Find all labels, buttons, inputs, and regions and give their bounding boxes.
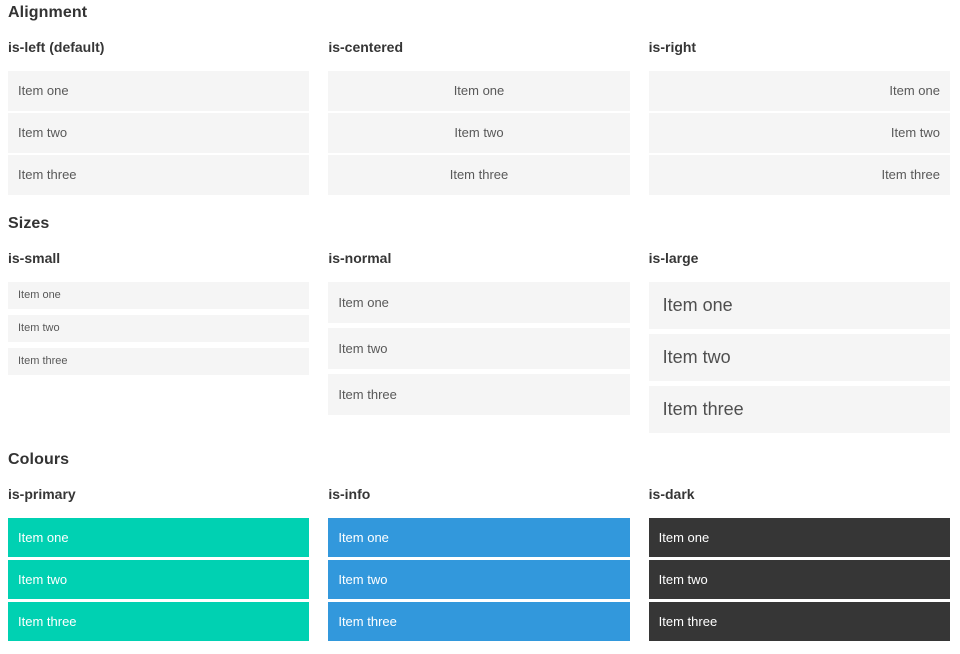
column-heading-is-dark: is-dark [648, 486, 695, 502]
column-is-info: is-info Item one Item two Item three [328, 486, 630, 644]
column-heading-is-primary: is-primary [8, 486, 76, 502]
list-item: Item three [648, 386, 950, 433]
column-is-dark: is-dark Item one Item two Item three [648, 486, 950, 644]
list-item: Item two [328, 560, 630, 599]
column-is-right: is-right Item one Item two Item three [648, 39, 950, 197]
column-heading-is-left: is-left (default) [8, 39, 105, 55]
item-list-primary: Item one Item two Item three [8, 518, 310, 641]
list-item: Item one [8, 518, 310, 557]
section-title-alignment: Alignment [8, 4, 88, 21]
list-item: Item three [8, 602, 310, 641]
list-item: Item two [648, 113, 950, 153]
sizes-columns: is-small Item one Item two Item three is… [8, 251, 950, 438]
list-item: Item two [8, 560, 310, 599]
list-item: Item two [648, 560, 950, 599]
list-item: Item three [8, 348, 310, 375]
section-title-colours: Colours [8, 451, 70, 468]
item-list-right: Item one Item two Item three [648, 71, 950, 195]
list-item: Item two [648, 334, 950, 381]
list-item: Item three [648, 602, 950, 641]
section-colours: Colours is-primary Item one Item two Ite… [8, 452, 950, 644]
list-item: Item two [328, 113, 630, 153]
column-is-left: is-left (default) Item one Item two Item… [8, 39, 310, 197]
column-is-large: is-large Item one Item two Item three [648, 250, 950, 438]
column-heading-is-large: is-large [648, 250, 699, 266]
list-item: Item one [648, 282, 950, 329]
item-list-small: Item one Item two Item three [8, 282, 310, 375]
column-heading-is-centered: is-centered [328, 39, 404, 55]
list-item: Item one [328, 282, 630, 323]
column-heading-is-info: is-info [328, 486, 371, 502]
item-list-left: Item one Item two Item three [8, 71, 310, 195]
column-heading-is-right: is-right [648, 39, 697, 55]
item-list-centered: Item one Item two Item three [328, 71, 630, 195]
column-is-centered: is-centered Item one Item two Item three [328, 39, 630, 197]
list-item: Item one [648, 518, 950, 557]
list-item: Item one [328, 71, 630, 111]
column-heading-is-small: is-small [8, 250, 61, 266]
column-is-normal: is-normal Item one Item two Item three [328, 250, 630, 438]
list-item: Item one [8, 71, 310, 111]
list-item: Item one [328, 518, 630, 557]
list-item: Item three [328, 374, 630, 415]
list-item: Item two [328, 328, 630, 369]
list-item: Item three [8, 155, 310, 195]
list-item: Item two [8, 315, 310, 342]
list-item: Item two [8, 113, 310, 153]
list-item: Item one [8, 282, 310, 309]
section-title-sizes: Sizes [8, 215, 50, 232]
column-heading-is-normal: is-normal [328, 250, 392, 266]
column-is-small: is-small Item one Item two Item three [8, 250, 310, 438]
alignment-columns: is-left (default) Item one Item two Item… [8, 40, 950, 197]
list-item: Item three [328, 602, 630, 641]
list-item: Item three [328, 155, 630, 195]
item-list-normal: Item one Item two Item three [328, 282, 630, 415]
list-item: Item one [648, 71, 950, 111]
item-list-info: Item one Item two Item three [328, 518, 630, 641]
colours-columns: is-primary Item one Item two Item three … [8, 487, 950, 644]
list-item: Item three [648, 155, 950, 195]
item-list-dark: Item one Item two Item three [648, 518, 950, 641]
item-list-large: Item one Item two Item three [648, 282, 950, 433]
section-sizes: Sizes is-small Item one Item two Item th… [8, 216, 950, 438]
column-is-primary: is-primary Item one Item two Item three [8, 486, 310, 644]
section-alignment: Alignment is-left (default) Item one Ite… [8, 5, 950, 197]
